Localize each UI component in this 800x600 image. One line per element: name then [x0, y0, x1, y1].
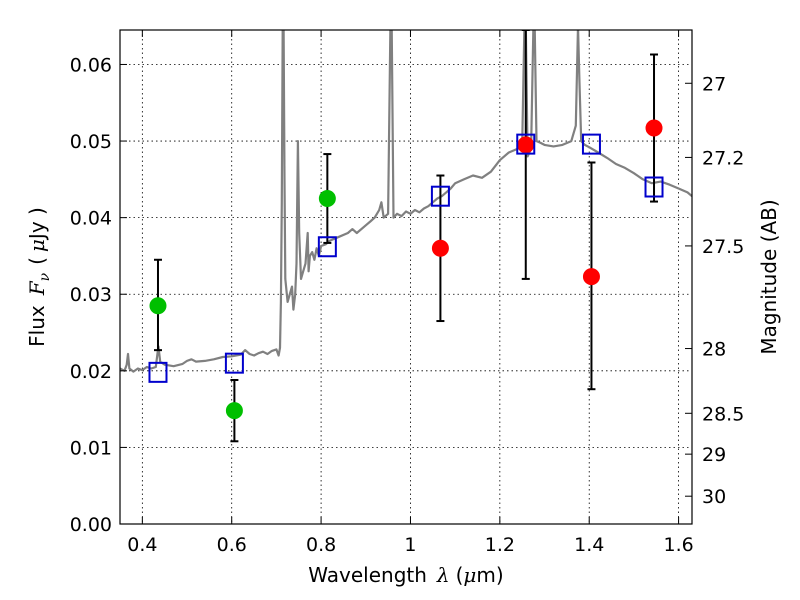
y2-tick-label: 27.2: [702, 147, 744, 169]
y-tick-label: 0.04: [70, 208, 112, 230]
x-tick-label: 1: [404, 534, 416, 556]
plot-background: [120, 30, 692, 524]
x-tick-label: 0.8: [306, 534, 336, 556]
y-tick-label: 0.01: [70, 437, 112, 459]
y2-tick-label: 28.5: [702, 403, 744, 425]
model-box-point: [581, 133, 601, 155]
y2-tick-label: 28: [702, 339, 726, 361]
model-box-point: [148, 361, 168, 383]
y-tick-label: 0.02: [70, 361, 112, 383]
x-axis-title: Wavelength λ (μm): [308, 563, 503, 587]
red-point: [517, 136, 535, 154]
model-box-point: [644, 176, 664, 198]
red-point: [431, 239, 449, 257]
data-marks: [148, 30, 664, 443]
model-box-point: [224, 352, 244, 374]
plot-frame: [119, 29, 693, 525]
y-tick-label: 0.06: [70, 54, 112, 76]
y2-tick-label: 30: [702, 486, 726, 508]
x-tick-label: 1.6: [663, 534, 693, 556]
green-point: [225, 402, 243, 420]
spectrum-line: [120, 30, 692, 373]
y-tick-label: 0.05: [70, 131, 112, 153]
y-axis-title: FluxFν(μJy ): [25, 207, 53, 347]
grid: [120, 30, 692, 524]
model-box-point: [516, 133, 536, 155]
y-tick-label: 0.00: [70, 514, 112, 536]
y2-tick-label: 27.5: [702, 236, 744, 258]
x-tick-label: 0.6: [217, 534, 247, 556]
y-tick-label: 0.03: [70, 284, 112, 306]
y2-tick-label: 29: [702, 444, 726, 466]
ticks: 0.4 0.6 0.8 1 1.2 1.4 1.6 0.00 0.01 0.02 0.03 0.04 0…: [70, 30, 744, 556]
red-point: [582, 268, 600, 286]
y2-tick-label: 27: [702, 73, 726, 95]
model-box-point: [317, 236, 337, 258]
green-point: [318, 189, 336, 207]
green-point: [149, 297, 167, 315]
y2-axis-title: Magnitude (AB): [757, 199, 781, 354]
x-tick-label: 1.4: [574, 534, 604, 556]
model-box-point: [430, 185, 450, 207]
red-point: [645, 119, 663, 137]
x-tick-label: 1.2: [485, 534, 515, 556]
x-tick-label: 0.4: [127, 534, 157, 556]
